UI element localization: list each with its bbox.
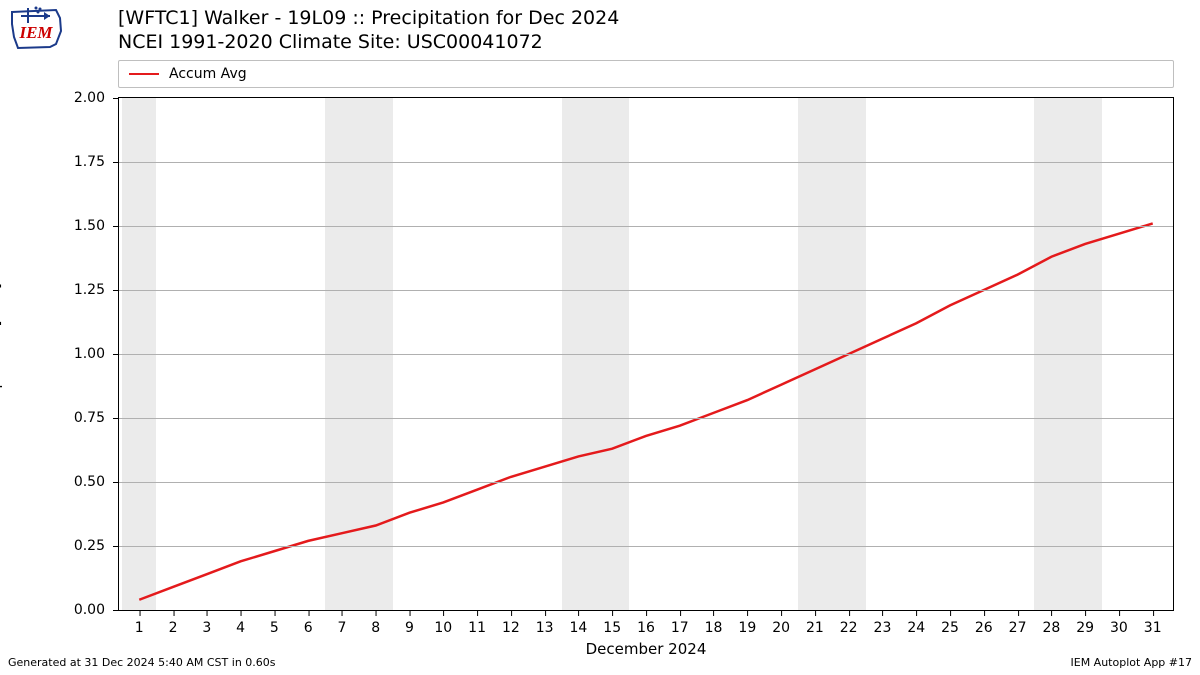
- chart-page: IEM [WFTC1] Walker - 19L09 :: Precipitat…: [0, 0, 1200, 675]
- gridline: [119, 546, 1173, 547]
- x-tick: 8: [371, 610, 380, 636]
- x-tick: 1: [135, 610, 144, 636]
- y-tick: 2.00: [74, 90, 119, 106]
- y-tick: 1.50: [74, 218, 119, 234]
- x-tick: 3: [202, 610, 211, 636]
- x-tick: 27: [1009, 610, 1027, 636]
- x-tick: 17: [671, 610, 689, 636]
- gridline: [119, 418, 1173, 419]
- x-tick: 28: [1042, 610, 1060, 636]
- y-tick: 0.25: [74, 538, 119, 554]
- y-tick: 0.50: [74, 474, 119, 490]
- footer-generated: Generated at 31 Dec 2024 5:40 AM CST in …: [8, 656, 276, 669]
- y-axis-label: Precipitation [inch]: [0, 283, 3, 425]
- x-tick: 2: [169, 610, 178, 636]
- gridline: [119, 354, 1173, 355]
- series-accum-avg: [139, 223, 1152, 599]
- y-tick: 0.00: [74, 602, 119, 618]
- x-tick: 7: [337, 610, 346, 636]
- x-tick: 19: [738, 610, 756, 636]
- x-tick: 24: [907, 610, 925, 636]
- x-tick: 11: [468, 610, 486, 636]
- footer-app: IEM Autoplot App #17: [1071, 656, 1193, 669]
- legend-swatch-accum-avg: [129, 73, 159, 75]
- x-tick: 16: [637, 610, 655, 636]
- plot-area: Precipitation [inch] December 2024 0.000…: [118, 97, 1174, 611]
- x-tick: 29: [1076, 610, 1094, 636]
- legend-label-accum-avg: Accum Avg: [169, 66, 247, 82]
- iem-logo: IEM: [6, 4, 66, 54]
- title-line-2: NCEI 1991-2020 Climate Site: USC00041072: [118, 30, 619, 54]
- x-tick: 26: [975, 610, 993, 636]
- x-tick: 15: [603, 610, 621, 636]
- x-tick: 20: [772, 610, 790, 636]
- x-tick: 18: [705, 610, 723, 636]
- x-tick: 10: [434, 610, 452, 636]
- x-tick: 6: [304, 610, 313, 636]
- y-tick: 1.75: [74, 154, 119, 170]
- x-tick: 25: [941, 610, 959, 636]
- y-tick: 1.25: [74, 282, 119, 298]
- chart-titles: [WFTC1] Walker - 19L09 :: Precipitation …: [118, 6, 619, 54]
- legend: Accum Avg: [118, 60, 1174, 88]
- x-tick: 31: [1144, 610, 1162, 636]
- x-axis-label: December 2024: [586, 640, 707, 658]
- x-tick: 9: [405, 610, 414, 636]
- gridline: [119, 482, 1173, 483]
- title-line-1: [WFTC1] Walker - 19L09 :: Precipitation …: [118, 6, 619, 30]
- x-tick: 30: [1110, 610, 1128, 636]
- gridline: [119, 162, 1173, 163]
- x-tick: 13: [536, 610, 554, 636]
- x-tick: 22: [840, 610, 858, 636]
- x-tick: 4: [236, 610, 245, 636]
- x-tick: 5: [270, 610, 279, 636]
- x-tick: 12: [502, 610, 520, 636]
- x-tick: 14: [570, 610, 588, 636]
- x-tick: 23: [874, 610, 892, 636]
- x-tick: 21: [806, 610, 824, 636]
- logo-text: IEM: [18, 23, 53, 42]
- gridline: [119, 226, 1173, 227]
- y-tick: 0.75: [74, 410, 119, 426]
- gridline: [119, 290, 1173, 291]
- y-tick: 1.00: [74, 346, 119, 362]
